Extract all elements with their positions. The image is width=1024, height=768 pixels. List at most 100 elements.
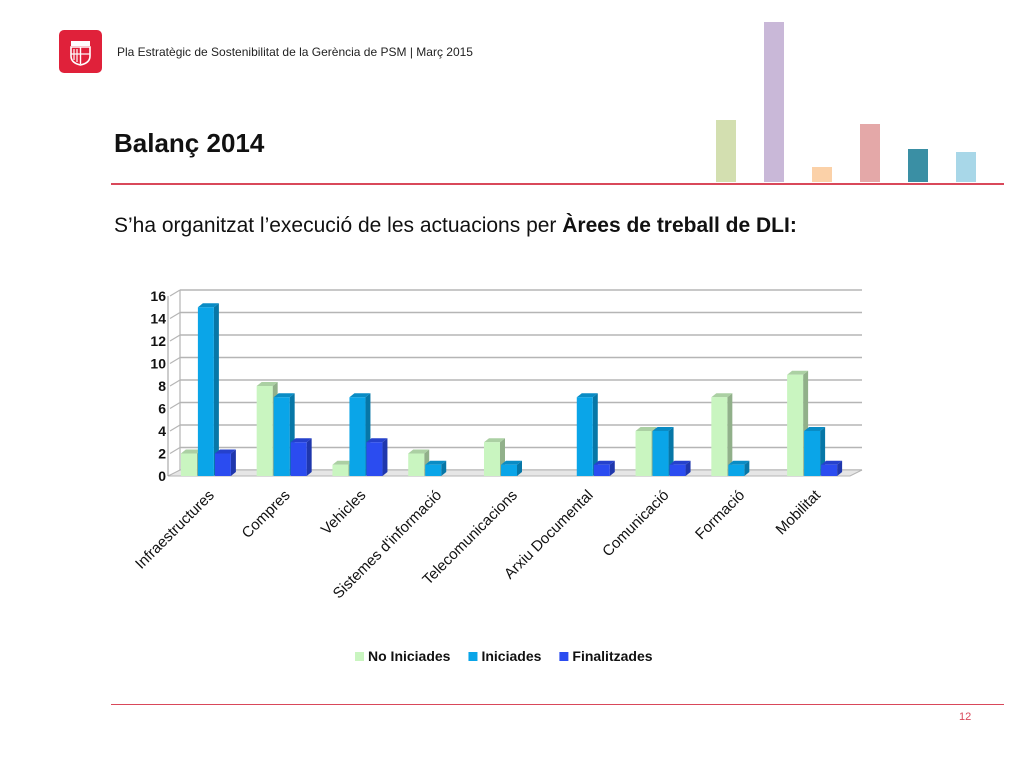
bar-top bbox=[787, 370, 809, 375]
bar-side bbox=[382, 438, 388, 476]
gridline-slant bbox=[169, 334, 181, 342]
bar-front bbox=[576, 397, 593, 476]
bar-side bbox=[230, 449, 236, 476]
bar bbox=[197, 303, 219, 476]
x-category-label: Vehicles bbox=[318, 487, 370, 539]
bar-front bbox=[214, 453, 231, 476]
top-divider bbox=[111, 183, 1004, 185]
y-tick-label: 16 bbox=[150, 288, 166, 304]
bar-front bbox=[180, 453, 197, 476]
bar-top bbox=[484, 438, 505, 443]
bar-side bbox=[685, 460, 691, 476]
bar-top bbox=[635, 427, 657, 431]
bar-side bbox=[744, 460, 750, 476]
bar-side bbox=[837, 460, 843, 476]
bar-front bbox=[593, 464, 610, 476]
subtitle: S’ha organitzat l’execució de les actuac… bbox=[114, 214, 797, 238]
bar-top bbox=[408, 449, 430, 454]
legend-swatch bbox=[559, 652, 569, 661]
bar-front bbox=[635, 431, 652, 476]
y-tick-label: 0 bbox=[158, 468, 166, 484]
decorative-bar bbox=[764, 22, 784, 182]
bar-side bbox=[213, 303, 219, 476]
bar bbox=[290, 438, 312, 476]
bar-top bbox=[804, 427, 826, 431]
bar-top bbox=[593, 460, 615, 465]
bar-front bbox=[669, 464, 686, 476]
bar-top bbox=[728, 460, 750, 465]
bar-front bbox=[484, 442, 500, 476]
bar-front bbox=[728, 464, 745, 476]
header-text: Pla Estratègic de Sostenibilitat de la G… bbox=[117, 45, 473, 59]
bar-front bbox=[408, 453, 425, 476]
barcelona-coat-of-arms-icon bbox=[70, 41, 91, 66]
bar-front bbox=[332, 464, 349, 476]
bar bbox=[711, 393, 733, 476]
bar-top bbox=[290, 438, 312, 443]
barcelona-logo bbox=[59, 30, 102, 73]
bar-side bbox=[592, 393, 598, 476]
decorative-bars bbox=[716, 22, 976, 182]
x-category-label: Comunicació bbox=[599, 487, 672, 560]
y-tick-label: 8 bbox=[158, 378, 166, 394]
bar-top bbox=[652, 427, 674, 431]
bar-front bbox=[652, 431, 669, 476]
bar-front bbox=[804, 431, 821, 476]
bars bbox=[180, 303, 843, 476]
bar-top bbox=[332, 460, 354, 465]
x-category-label: Infraestructures bbox=[132, 487, 218, 573]
y-tick-label: 6 bbox=[158, 401, 166, 417]
x-category-label: Compres bbox=[239, 487, 294, 542]
bar-top bbox=[349, 393, 371, 398]
legend: No Iniciades Iniciades Finalitzades bbox=[355, 648, 653, 664]
bar bbox=[501, 460, 522, 476]
gridline-slant bbox=[169, 424, 181, 432]
decorative-bar bbox=[716, 120, 736, 182]
bar-chart: 0 2 4 6 8 10 12 14 16 Infraestructures Compres Vehi… bbox=[132, 288, 863, 664]
bar-side bbox=[306, 438, 312, 476]
gridline-slant bbox=[169, 356, 181, 365]
bar-front bbox=[425, 464, 442, 476]
legend-label: Finalitzades bbox=[572, 648, 652, 664]
y-tick-label: 2 bbox=[158, 446, 166, 462]
y-tick-label: 14 bbox=[150, 311, 166, 327]
bar-front bbox=[821, 464, 838, 476]
y-tick-label: 12 bbox=[150, 333, 166, 349]
x-category-label: Mobilitat bbox=[773, 486, 825, 538]
x-category-label: Formació bbox=[692, 487, 748, 543]
y-tick-label: 10 bbox=[150, 356, 166, 372]
bar bbox=[669, 460, 691, 476]
legend-swatch bbox=[468, 652, 478, 661]
bar bbox=[728, 460, 750, 476]
bar-top bbox=[197, 303, 219, 308]
bar-top bbox=[501, 460, 522, 465]
bar-top bbox=[576, 393, 598, 398]
page-title: Balanç 2014 bbox=[114, 128, 265, 158]
bar-top bbox=[425, 460, 447, 465]
decorative-bar bbox=[908, 149, 928, 182]
legend-label: No Iniciades bbox=[368, 648, 451, 664]
bar-front bbox=[366, 442, 383, 476]
bar-front bbox=[273, 397, 290, 476]
gridline-slant bbox=[169, 289, 181, 297]
bar bbox=[484, 438, 505, 476]
bar-front bbox=[349, 397, 366, 476]
bar bbox=[652, 427, 674, 476]
decorative-bar bbox=[812, 167, 832, 182]
bar-front bbox=[711, 397, 728, 476]
bar-front bbox=[290, 442, 307, 476]
bar bbox=[366, 438, 388, 476]
subtitle-bold: Àrees de treball de DLI: bbox=[562, 214, 797, 237]
bottom-divider bbox=[111, 704, 1004, 705]
page-number: 12 bbox=[959, 711, 972, 723]
gridline-slant bbox=[169, 311, 181, 320]
bar-side bbox=[609, 460, 615, 476]
bar-front bbox=[501, 464, 517, 476]
bar-top bbox=[180, 449, 202, 454]
bar-side bbox=[517, 460, 522, 476]
bar-top bbox=[214, 449, 236, 454]
y-tick-label: 4 bbox=[158, 423, 166, 439]
bar bbox=[425, 460, 447, 476]
decorative-bar bbox=[860, 124, 880, 182]
bar bbox=[214, 449, 236, 476]
